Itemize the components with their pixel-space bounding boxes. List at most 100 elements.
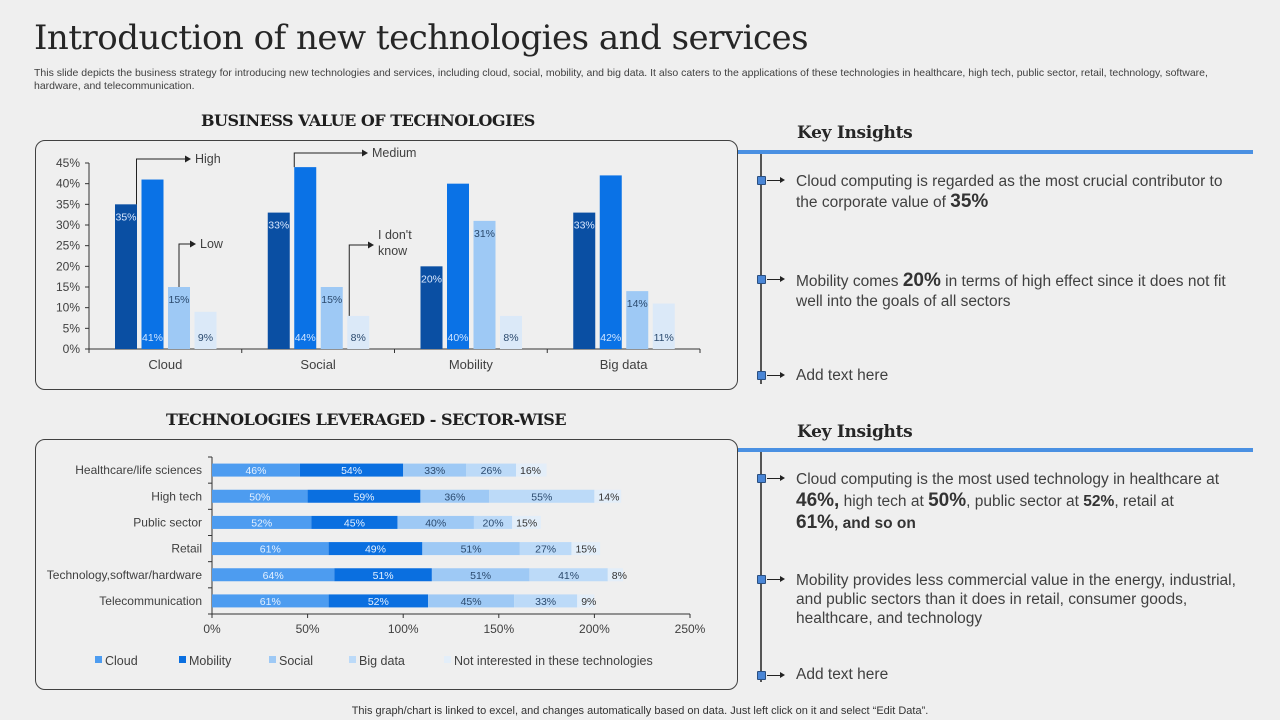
y-tick-label: 45% (56, 156, 80, 170)
data-label: 64% (263, 570, 284, 582)
dont-know-arrow-icon (368, 241, 374, 249)
arrow-right-icon (767, 475, 785, 481)
data-label: 61% (260, 544, 281, 556)
low-arrow-icon (190, 240, 196, 248)
dont-know-annotation: I don't (378, 228, 412, 242)
bar-medium (447, 183, 469, 349)
legend-swatch (269, 656, 276, 663)
segment-cloud (212, 594, 329, 608)
bullet-node-icon (757, 176, 766, 185)
slide-subtitle: This slide depicts the business strategy… (34, 67, 1208, 92)
data-label: 52% (368, 596, 389, 608)
bar-low (168, 287, 190, 349)
bar-i-don-t-know (194, 311, 217, 349)
segment-big-data (466, 463, 517, 477)
data-label: 54% (341, 465, 362, 477)
y-tick-label: 25% (56, 239, 80, 253)
segment-social (422, 542, 520, 556)
sector-wise-chart[interactable]: 0% 50% 100% 150% 200% 250% Healthcare/life sci… (0, 430, 740, 690)
segment-cloud (212, 542, 329, 556)
segment-not-interested-in-th (577, 594, 595, 608)
data-label: 8% (351, 332, 366, 344)
data-label: 59% (353, 491, 374, 503)
key-insights-rule-bottom (738, 448, 1253, 452)
business-value-chart[interactable]: 0% 5% 10% 15% 20% 25% 30% 35% 40% 45% Cloud 35% 41% 1… (0, 0, 740, 400)
slide-title: Introduction of new technologies and ser… (34, 18, 809, 58)
y-tick-label: 0% (63, 342, 81, 356)
segment-mobility (334, 568, 432, 582)
data-label: 33% (535, 596, 556, 608)
segment-cloud (212, 489, 308, 503)
chart1-panel[interactable] (35, 140, 738, 390)
y-category-label: Public sector (133, 515, 202, 529)
medium-arrow-icon (362, 149, 368, 157)
segment-not-interested-in-th (594, 489, 622, 503)
data-label: 51% (373, 570, 394, 582)
data-label: 20% (483, 517, 504, 529)
legend-swatch (95, 656, 102, 663)
bar-medium (599, 175, 622, 349)
data-label: 11% (654, 332, 674, 344)
insight-bottom-2: Mobility provides less commercial value … (796, 572, 1236, 627)
segment-mobility (311, 515, 398, 529)
data-label: 14% (598, 491, 619, 503)
bullet-node-icon (757, 371, 766, 380)
segment-cloud (212, 515, 312, 529)
key-insights-title-bottom: Key Insights (797, 422, 913, 442)
data-label: 8% (612, 570, 627, 582)
data-label: 52% (251, 517, 272, 529)
insight-top-3[interactable]: Add text here (796, 367, 889, 384)
segment-big-data (473, 515, 513, 529)
bullet-node-icon (757, 474, 766, 483)
segment-big-data (519, 542, 572, 556)
y-category-label: Telecommunication (99, 594, 202, 608)
arrow-right-icon (767, 576, 785, 582)
segment-cloud (212, 463, 300, 477)
data-label: 14% (627, 298, 648, 310)
data-label: 55% (531, 491, 552, 503)
x-category-label: Big data (600, 357, 648, 372)
segment-big-data (529, 568, 608, 582)
x-category-label: Social (300, 357, 336, 372)
high-arrow-icon (185, 155, 191, 163)
segment-mobility (299, 463, 404, 477)
chart2-panel[interactable] (35, 439, 738, 690)
data-label: 33% (268, 220, 289, 232)
data-label: 8% (503, 332, 518, 344)
x-category-label: Mobility (449, 357, 494, 372)
legend-swatch (179, 656, 186, 663)
chart1-title: BUSINESS VALUE OF TECHNOLOGIES (201, 111, 535, 130)
data-label: 42% (600, 332, 621, 344)
low-annotation: Low (200, 237, 224, 251)
bar-high (420, 266, 443, 349)
y-tick-label: 40% (56, 177, 80, 191)
bar-medium (294, 167, 317, 349)
data-label: 31% (474, 228, 495, 240)
legend-label: Big data (359, 654, 405, 668)
data-label: 9% (581, 596, 596, 608)
timeline-line-top (760, 154, 762, 384)
medium-connector (293, 152, 362, 168)
data-label: 26% (481, 465, 502, 477)
x-category-label: Cloud (148, 357, 182, 372)
segment-not-interested-in-th (571, 542, 601, 556)
data-label: 46% (245, 465, 266, 477)
segment-big-data (489, 489, 595, 503)
insight-bottom-3[interactable]: Add text here (796, 666, 889, 683)
data-label: 41% (558, 570, 579, 582)
segment-not-interested-in-th (512, 515, 541, 529)
y-category-label: Healthcare/life sciences (75, 463, 202, 477)
x-tick-label: 200% (579, 622, 610, 636)
key-insights-rule-top (738, 150, 1253, 154)
segment-mobility (307, 489, 421, 503)
y-category-label: Retail (171, 542, 202, 556)
legend-label: Mobility (189, 654, 232, 668)
dont-know-annotation-line2: know (378, 244, 408, 258)
y-tick-label: 30% (56, 218, 80, 232)
segment-not-interested-in-th (516, 463, 547, 477)
chart2-title: TECHNOLOGIES LEVERAGED - SECTOR-WISE (166, 410, 567, 429)
bar-medium (141, 179, 164, 349)
data-label: 33% (574, 220, 595, 232)
bar-high (267, 212, 290, 349)
segment-social (431, 568, 530, 582)
